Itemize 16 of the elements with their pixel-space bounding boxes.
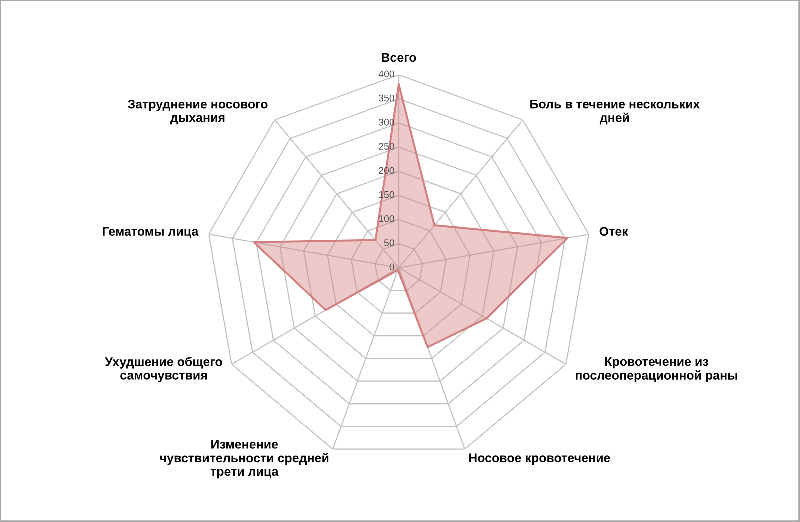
spoke-label: Изменение чувствительности средней трети лица	[160, 440, 329, 479]
spoke-label: Кровотечение из послеоперационной раны	[576, 357, 738, 382]
y-tick-label: 200	[379, 167, 394, 174]
y-tick-label: 100	[379, 215, 394, 222]
spoke-label: Ухудшение общего самочувствия	[105, 357, 222, 382]
spoke-label: Боль в течение нескольких дней	[530, 100, 700, 125]
spoke-label: Носовое кровотечение	[469, 454, 610, 465]
spoke-label: Затруднение носового дыхания	[128, 100, 268, 125]
spoke-label: Всего	[382, 53, 416, 62]
y-tick-label: 0	[390, 264, 394, 271]
spoke-label: Отек	[600, 227, 628, 236]
y-tick-label: 400	[378, 70, 394, 78]
y-tick-label: 150	[379, 191, 394, 198]
y-tick-label: 50	[384, 240, 394, 246]
spoke-label: Гематомы лица	[103, 227, 199, 238]
y-tick-label: 350	[378, 94, 394, 102]
